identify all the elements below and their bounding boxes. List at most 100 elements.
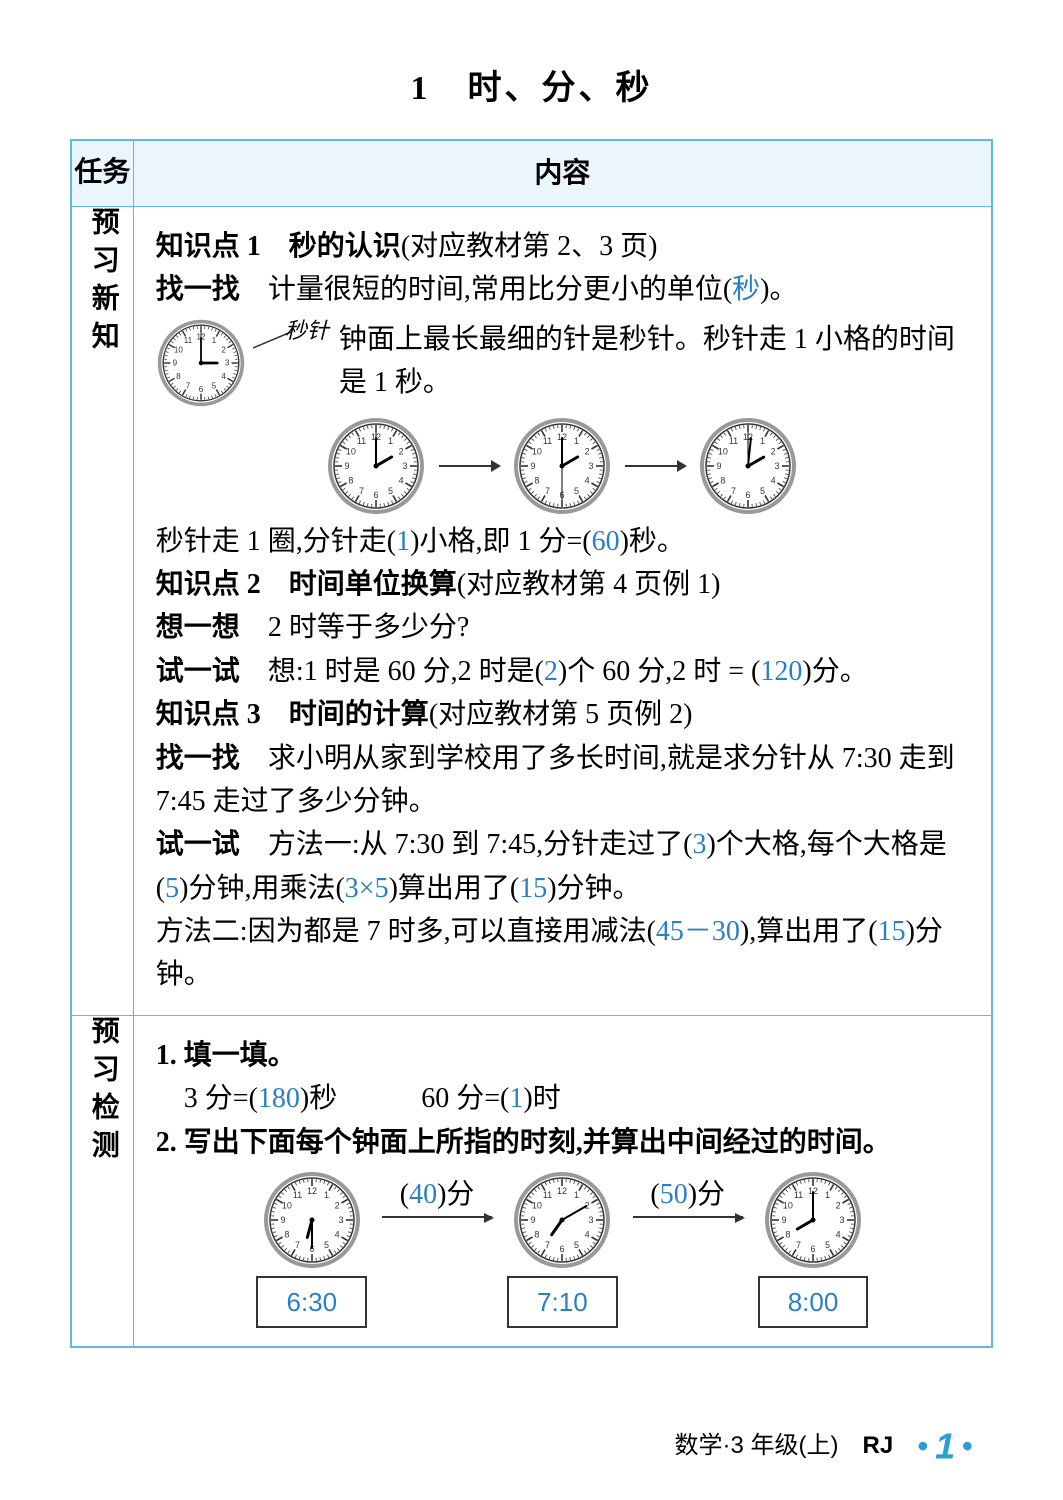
svg-text:5: 5 xyxy=(574,1240,579,1250)
page-footer: 数学·3 年级(上) RJ • 1 • xyxy=(675,1425,973,1468)
svg-text:1: 1 xyxy=(825,1190,830,1200)
svg-text:4: 4 xyxy=(334,1230,339,1240)
kp3-m2: 方法二:因为都是 7 时多,可以直接用减法(45－30),算出用了(15)分钟。 xyxy=(156,910,969,997)
svg-text:7: 7 xyxy=(731,486,736,496)
page-number: 1 xyxy=(935,1426,955,1467)
svg-text:1: 1 xyxy=(388,435,393,445)
svg-text:2: 2 xyxy=(221,345,226,354)
q2-arrow-2: (50)分 xyxy=(633,1173,743,1214)
clock-icon: 123456789101112 xyxy=(698,416,798,516)
clock-icon: 123456789101112 xyxy=(262,1170,362,1270)
svg-text:6: 6 xyxy=(560,1244,565,1254)
svg-text:6: 6 xyxy=(810,1244,815,1254)
svg-text:7: 7 xyxy=(545,1240,550,1250)
arrow-icon xyxy=(625,465,685,467)
svg-text:4: 4 xyxy=(399,475,404,485)
section2-content: 1. 填一填。 3 分=(180)秒 60 分=(1)时 2. 写出下面每个钟面… xyxy=(133,1015,992,1347)
svg-text:1: 1 xyxy=(574,1190,579,1200)
svg-text:9: 9 xyxy=(345,461,350,471)
svg-text:10: 10 xyxy=(532,446,542,456)
svg-text:8: 8 xyxy=(785,1230,790,1240)
section1-content: 知识点 1 秒的认识(对应教材第 2、3 页) 找一找 计量很短的时间,常用比分… xyxy=(133,206,992,1015)
q1-line: 3 分=(180)秒 60 分=(1)时 xyxy=(156,1077,969,1120)
svg-text:4: 4 xyxy=(585,1230,590,1240)
svg-text:2: 2 xyxy=(585,446,590,456)
svg-text:12: 12 xyxy=(557,1186,567,1196)
time-box: 7:10 xyxy=(507,1276,618,1328)
svg-text:8: 8 xyxy=(349,475,354,485)
svg-text:10: 10 xyxy=(783,1201,793,1211)
svg-text:8: 8 xyxy=(535,475,540,485)
kp1-clock-top-row: 123456789101112 秒针 钟面上最长最细的针是秒针。秒针走 1 小格… xyxy=(156,318,969,408)
time-box: 8:00 xyxy=(758,1276,869,1328)
svg-text:9: 9 xyxy=(280,1215,285,1225)
svg-text:5: 5 xyxy=(574,486,579,496)
svg-text:12: 12 xyxy=(307,1186,317,1196)
svg-text:9: 9 xyxy=(717,461,722,471)
header-task: 任务 xyxy=(71,140,133,206)
svg-text:10: 10 xyxy=(282,1201,292,1211)
svg-text:4: 4 xyxy=(585,475,590,485)
svg-text:3: 3 xyxy=(403,461,408,471)
section-test-row: 预习检测 1. 填一填。 3 分=(180)秒 60 分=(1)时 2. 写出下… xyxy=(71,1015,992,1347)
svg-text:3: 3 xyxy=(839,1215,844,1225)
kp1-top-clock: 123456789101112 秒针 xyxy=(156,318,329,408)
arrow-icon xyxy=(439,465,499,467)
q2-clock-2: 123456789101112 7:10 xyxy=(507,1170,618,1328)
svg-text:1: 1 xyxy=(212,336,217,345)
svg-text:7: 7 xyxy=(796,1240,801,1250)
section2-label: 预习检测 xyxy=(71,1015,133,1347)
svg-text:11: 11 xyxy=(293,1190,302,1200)
svg-text:11: 11 xyxy=(357,435,366,445)
kp1-clock-sequence: 123456789101112 123456789101112 12345678… xyxy=(156,416,969,516)
svg-text:11: 11 xyxy=(729,435,738,445)
q2-clock-row: 123456789101112 6:30 (40)分 1234567891011… xyxy=(156,1170,969,1328)
table-header: 任务 内容 xyxy=(71,140,992,206)
svg-text:10: 10 xyxy=(174,345,183,354)
svg-text:11: 11 xyxy=(543,1190,552,1200)
svg-text:4: 4 xyxy=(771,475,776,485)
svg-text:6: 6 xyxy=(746,490,751,500)
svg-text:7: 7 xyxy=(359,486,364,496)
time-box: 6:30 xyxy=(256,1276,367,1328)
kp1-clock-desc: 钟面上最长最细的针是秒针。秒针走 1 小格的时间是 1 秒。 xyxy=(339,318,969,405)
q2-clock-3: 123456789101112 8:00 xyxy=(758,1170,869,1328)
kp3-shi: 试一试 方法一:从 7:30 到 7:45,分针走过了(3)个大格,每个大格是(… xyxy=(156,823,969,910)
clock-icon: 123456789101112 xyxy=(156,318,246,408)
svg-text:6: 6 xyxy=(199,384,204,393)
clock-icon: 123456789101112 xyxy=(763,1170,863,1270)
svg-text:6: 6 xyxy=(374,490,379,500)
svg-text:8: 8 xyxy=(721,475,726,485)
svg-text:1: 1 xyxy=(574,435,579,445)
dot-icon: • xyxy=(962,1429,973,1465)
svg-text:5: 5 xyxy=(212,381,217,390)
svg-text:10: 10 xyxy=(532,1201,542,1211)
q2-clock-1: 123456789101112 6:30 xyxy=(256,1170,367,1328)
q2-label: 2. 写出下面每个钟面上所指的时刻,并算出中间经过的时间。 xyxy=(156,1121,969,1164)
kp2-heading: 知识点 2 时间单位换算(对应教材第 4 页例 1) xyxy=(156,563,969,606)
svg-text:8: 8 xyxy=(535,1230,540,1240)
svg-text:11: 11 xyxy=(184,336,193,345)
svg-text:2: 2 xyxy=(334,1201,339,1211)
svg-text:5: 5 xyxy=(825,1240,830,1250)
svg-text:1: 1 xyxy=(760,435,765,445)
svg-text:2: 2 xyxy=(399,446,404,456)
kp2-shi: 试一试 想:1 时是 60 分,2 时是(2)个 60 分,2 时 = (120… xyxy=(156,650,969,693)
svg-text:7: 7 xyxy=(545,486,550,496)
svg-text:7: 7 xyxy=(185,381,190,390)
svg-text:3: 3 xyxy=(589,461,594,471)
svg-text:5: 5 xyxy=(760,486,765,496)
svg-text:8: 8 xyxy=(176,371,181,380)
kp3-heading: 知识点 3 时间的计算(对应教材第 5 页例 2) xyxy=(156,693,969,736)
svg-text:9: 9 xyxy=(531,1215,536,1225)
q1-label: 1. 填一填。 xyxy=(156,1034,969,1077)
svg-text:9: 9 xyxy=(531,461,536,471)
svg-text:1: 1 xyxy=(324,1190,329,1200)
svg-text:8: 8 xyxy=(284,1230,289,1240)
page-title: 1 时、分、秒 xyxy=(70,60,993,109)
svg-text:3: 3 xyxy=(775,461,780,471)
svg-text:11: 11 xyxy=(794,1190,803,1200)
footer-edition: RJ xyxy=(863,1432,894,1459)
main-table: 任务 内容 预习新知 知识点 1 秒的认识(对应教材第 2、3 页) 找一找 计… xyxy=(70,139,993,1348)
svg-text:9: 9 xyxy=(781,1215,786,1225)
